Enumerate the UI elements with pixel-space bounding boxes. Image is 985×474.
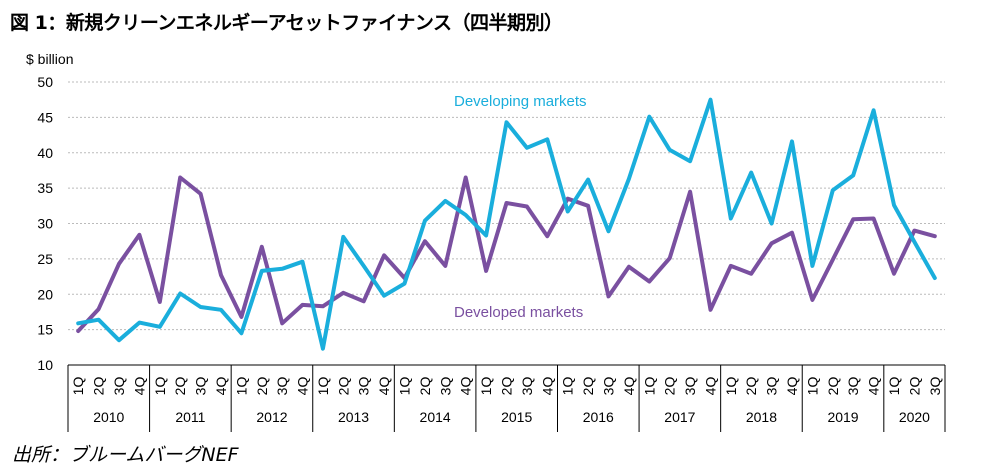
year-label: 2017: [664, 409, 695, 425]
x-axis: 1Q 2Q 3Q 4Q 1Q 2Q 3Q 4Q 1Q 2Q 3Q 4Q 1Q 2Q 3Q 4Q 1Q 2Q 3Q 4Q…: [67, 364, 946, 432]
x-tick-label: 2Q: [743, 377, 759, 396]
x-tick-label: 1Q: [315, 377, 331, 396]
chart-title: 図 1：新規クリーンエネルギーアセットファイナンス（四半期別）: [10, 12, 563, 34]
x-tick-label: 2Q: [254, 377, 270, 396]
x-tick-label: 4Q: [295, 377, 311, 396]
year-label: 2014: [420, 409, 451, 425]
y-tick-label: 50: [37, 74, 53, 90]
year-label: 2011: [175, 409, 205, 425]
x-tick-label: 1Q: [478, 377, 494, 396]
y-tick-label: 35: [37, 180, 53, 196]
x-tick-label: 2Q: [906, 377, 922, 396]
x-tick-label: 2Q: [91, 377, 107, 396]
x-tick-label: 1Q: [804, 377, 820, 396]
x-tick-label: 1Q: [152, 377, 168, 396]
x-tick-label: 1Q: [560, 377, 576, 396]
x-tick-label: 4Q: [621, 377, 637, 396]
y-tick-label: 45: [37, 109, 53, 125]
year-label: 2015: [501, 409, 532, 425]
series-label-developed: Developed markets: [454, 304, 583, 321]
x-tick-label: 2Q: [499, 377, 515, 396]
x-tick-label: 4Q: [702, 377, 718, 396]
x-tick-label: 3Q: [437, 377, 453, 396]
y-tick-label: 25: [37, 251, 53, 267]
y-tick-label: 40: [37, 145, 53, 161]
x-tick-label: 2Q: [417, 377, 433, 396]
x-tick-label: 1Q: [641, 377, 657, 396]
x-tick-label: 1Q: [886, 377, 902, 396]
x-tick-label: 4Q: [784, 377, 800, 396]
x-tick-label: 2Q: [335, 377, 351, 396]
source-note: 出所：ブルームバーグNEF: [12, 444, 239, 466]
year-label: 2010: [93, 409, 124, 425]
year-label: 2012: [256, 409, 287, 425]
x-tick-label: 4Q: [458, 377, 474, 396]
year-label: 2013: [338, 409, 369, 425]
series-line-developed: [76, 175, 937, 333]
x-tick-label: 3Q: [519, 377, 535, 396]
x-tick-label: 4Q: [539, 377, 555, 396]
y-axis-label: $ billion: [26, 51, 73, 67]
y-tick-label: 30: [37, 216, 53, 232]
x-tick-label: 4Q: [376, 377, 392, 396]
year-label: 2018: [746, 409, 777, 425]
x-tick-label: 3Q: [845, 377, 861, 396]
x-tick-label: 3Q: [274, 377, 290, 396]
x-tick-label: 3Q: [600, 377, 616, 396]
series-line-developing: [76, 97, 937, 351]
x-tick-label: 1Q: [233, 377, 249, 396]
x-tick-label: 3Q: [764, 377, 780, 396]
series-label-developing: Developing markets: [454, 93, 587, 110]
year-label: 2019: [827, 409, 858, 425]
y-tick-label: 20: [37, 286, 53, 302]
x-tick-label: 4Q: [213, 377, 229, 396]
x-tick-label: 3Q: [682, 377, 698, 396]
year-label: 2016: [583, 409, 614, 425]
x-tick-label: 1Q: [70, 377, 86, 396]
x-tick-label: 3Q: [111, 377, 127, 396]
x-tick-label: 3Q: [927, 377, 943, 396]
series-lines: [76, 97, 937, 351]
x-tick-label: 4Q: [131, 377, 147, 396]
year-label: 2020: [899, 409, 930, 425]
x-tick-label: 1Q: [397, 377, 413, 396]
y-axis: 10 15 20 25 30 35 40 45 50: [37, 74, 53, 373]
x-tick-label: 1Q: [723, 377, 739, 396]
y-tick-label: 15: [37, 322, 53, 338]
y-tick-label: 10: [37, 357, 53, 373]
x-tick-label: 3Q: [193, 377, 209, 396]
x-tick-label: 2Q: [580, 377, 596, 396]
x-tick-label: 2Q: [825, 377, 841, 396]
x-tick-label: 2Q: [662, 377, 678, 396]
x-tick-label: 3Q: [356, 377, 372, 396]
x-tick-label: 4Q: [866, 377, 882, 396]
x-tick-label: 2Q: [172, 377, 188, 396]
